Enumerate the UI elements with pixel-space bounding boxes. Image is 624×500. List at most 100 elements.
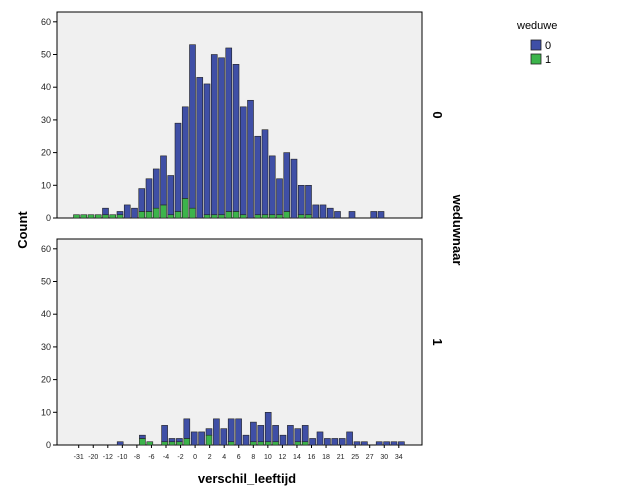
bar-weduwe-0 — [312, 204, 320, 219]
bar-weduwe-0 — [301, 425, 309, 443]
bar-weduwe-0 — [390, 441, 398, 446]
bar-weduwe-0 — [279, 434, 287, 446]
bar-weduwe-0 — [297, 185, 305, 216]
bar-weduwe-0 — [131, 207, 138, 219]
bar-weduwe-1 — [250, 441, 257, 446]
bar-weduwe-0 — [227, 418, 235, 443]
bar-weduwe-0 — [324, 438, 331, 446]
bar-weduwe-1 — [168, 441, 176, 446]
bar-weduwe-0 — [247, 99, 254, 219]
bar-weduwe-0 — [305, 185, 312, 216]
panel-background — [56, 11, 423, 219]
y-tick-label: 60 — [41, 17, 51, 27]
bar-weduwe-0 — [203, 83, 211, 216]
bar-weduwe-0 — [334, 211, 341, 219]
bar-weduwe-0 — [102, 207, 109, 216]
x-tick-label: -10 — [117, 454, 127, 461]
facet-title: weduwnaar — [450, 194, 465, 266]
bar-weduwe-1 — [294, 441, 302, 446]
y-tick-label: 20 — [41, 148, 51, 158]
bar-weduwe-0 — [116, 441, 124, 446]
x-tick-label: 30 — [380, 454, 388, 461]
bar-weduwe-1 — [239, 214, 247, 219]
x-tick-label: 4 — [222, 454, 226, 461]
bar-weduwe-0 — [272, 425, 279, 443]
bar-weduwe-0 — [370, 211, 378, 219]
y-tick-label: 20 — [41, 375, 51, 385]
x-tick-label: 8 — [251, 454, 255, 461]
bar-weduwe-1 — [183, 438, 191, 446]
bar-weduwe-0 — [268, 155, 276, 216]
y-tick-label: 30 — [41, 342, 51, 352]
y-tick-label: 50 — [41, 277, 51, 287]
bar-weduwe-1 — [218, 214, 225, 219]
bar-weduwe-0 — [264, 412, 272, 443]
x-tick-label: -12 — [103, 454, 113, 461]
bar-weduwe-0 — [220, 428, 228, 446]
bar-weduwe-1 — [205, 434, 213, 446]
x-tick-label: 0 — [193, 454, 197, 461]
y-tick-label: 40 — [41, 309, 51, 319]
bar-weduwe-0 — [250, 421, 257, 443]
y-tick-label: 30 — [41, 115, 51, 125]
x-tick-label: 16 — [308, 454, 316, 461]
bar-weduwe-0 — [167, 175, 175, 216]
bar-weduwe-0 — [198, 431, 205, 446]
bar-weduwe-1 — [203, 214, 211, 219]
panel-0: 0 10 20 30 40 50 60 0 — [41, 11, 445, 223]
bar-weduwe-0 — [139, 434, 146, 439]
bar-weduwe-1 — [283, 211, 291, 219]
y-tick-label: 0 — [46, 440, 51, 450]
x-tick-label: 6 — [237, 454, 241, 461]
bar-weduwe-1 — [261, 214, 269, 219]
x-tick-label: -20 — [88, 454, 98, 461]
x-tick-label: 10 — [264, 454, 272, 461]
bar-weduwe-1 — [181, 198, 189, 219]
x-tick-label: 14 — [293, 454, 301, 461]
panel-label: 1 — [430, 338, 445, 345]
bar-weduwe-0 — [152, 168, 160, 209]
bar-weduwe-0 — [232, 64, 240, 212]
bar-weduwe-1 — [146, 441, 154, 446]
bar-weduwe-1 — [139, 438, 146, 446]
bar-weduwe-1 — [87, 214, 95, 219]
bar-weduwe-0 — [276, 178, 283, 216]
bar-weduwe-1 — [145, 211, 153, 219]
bar-weduwe-0 — [309, 438, 316, 446]
bar-weduwe-1 — [189, 207, 196, 219]
bar-weduwe-1 — [167, 214, 175, 219]
bar-weduwe-0 — [283, 152, 291, 212]
bar-weduwe-0 — [225, 47, 233, 212]
bar-weduwe-0 — [383, 441, 390, 446]
bar-weduwe-1 — [257, 441, 265, 446]
bar-weduwe-0 — [210, 54, 218, 216]
y-tick-label: 40 — [41, 82, 51, 92]
legend-swatch-1 — [530, 53, 542, 65]
bar-weduwe-0 — [145, 178, 153, 212]
bar-weduwe-0 — [235, 418, 242, 446]
bar-weduwe-0 — [375, 441, 383, 446]
panel-label: 0 — [430, 111, 445, 118]
facet-panels: 0 10 20 30 40 50 60 0 0 10 20 30 40 50 60 1 — [41, 11, 445, 450]
bar-weduwe-1 — [254, 214, 262, 219]
bar-weduwe-1 — [94, 214, 102, 219]
bar-weduwe-1 — [73, 214, 80, 219]
bar-weduwe-0 — [205, 428, 213, 436]
bar-weduwe-0 — [319, 204, 327, 219]
bar-weduwe-0 — [196, 77, 204, 219]
bar-weduwe-0 — [218, 57, 225, 216]
bar-weduwe-0 — [254, 135, 262, 216]
x-tick-label: 25 — [351, 454, 359, 461]
bar-weduwe-0 — [181, 106, 189, 199]
legend-swatch-0 — [530, 39, 542, 51]
bar-weduwe-1 — [174, 211, 182, 219]
y-tick-label: 10 — [41, 407, 51, 417]
y-tick-label: 50 — [41, 50, 51, 60]
bar-weduwe-0 — [160, 155, 167, 206]
bar-weduwe-1 — [276, 214, 283, 219]
bar-weduwe-1 — [297, 214, 305, 219]
bar-weduwe-0 — [138, 188, 146, 212]
x-tick-label: 18 — [322, 454, 330, 461]
legend-label-1: 1 — [545, 54, 551, 66]
